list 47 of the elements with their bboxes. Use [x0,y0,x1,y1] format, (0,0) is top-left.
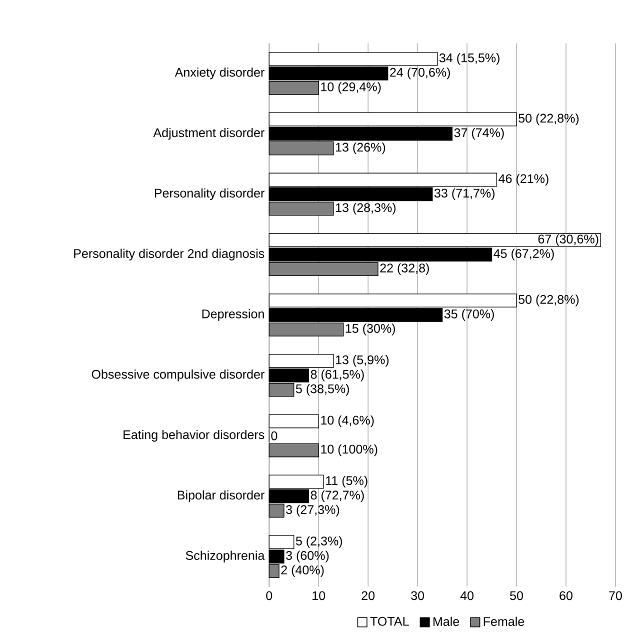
x-tick-label: 50 [510,591,524,600]
y-tick-label: Anxiety disorder [175,68,265,80]
y-tick-label: Personality disorder 2nd diagnosis [74,248,264,260]
data-label: 2 (40%) [281,565,324,577]
data-label: 11 (5%) [326,476,368,488]
y-tick-label: Obsessive compulsive disorder [92,370,265,382]
y-tick-label: Schizophrenia [186,550,265,562]
data-label: 33 (71,7%) [434,188,495,200]
data-label: 8 (61,5%) [311,370,364,382]
data-label: 10 (29,4%) [321,82,381,94]
data-label: 22 (32,8) [380,263,430,275]
data-label: 67 (30,6%) [538,234,598,246]
data-label: 13 (5,9%) [336,355,389,367]
legend-label: TOTAL [370,616,410,626]
data-label: 46 (21%) [498,174,549,186]
data-label: 35 (70%) [444,309,494,321]
data-label: 0 [271,431,278,440]
y-tick-label: Adjustment disorder [153,128,265,140]
x-tick-label: 30 [411,591,424,600]
data-label: 3 (27,3%) [286,504,340,516]
data-label: 13 (28,3%) [336,202,396,215]
data-label: 15 (30%) [346,324,396,336]
data-label: 10 (4,6%) [321,415,374,428]
y-tick-label: Depression [202,309,264,321]
x-tick-label: 20 [362,591,375,600]
y-tick-label: Bipolar disorder [178,490,265,502]
data-label: 5 (2,3%) [296,536,342,548]
data-label: 10 (100%) [321,444,378,456]
x-tick-label: 70 [609,591,622,600]
x-tick-label: 10 [312,591,326,600]
legend-label: Male [434,616,460,626]
data-label: 34 (15,5%) [440,53,500,65]
data-label: 50 (22,8%) [518,294,579,306]
y-tick-label: Personality disorder [155,188,265,200]
x-tick-label: 0 [266,591,272,600]
data-label: 13 (26%) [336,142,386,154]
data-label: 3 (60%) [286,550,329,562]
x-tick-label: 40 [460,591,474,600]
y-tick-label: Eating behavior disorders [124,430,264,442]
data-label: 45 (67,2%) [494,248,554,260]
legend-label: Female [484,616,524,626]
x-tick-label: 60 [560,591,573,600]
data-label: 50 (22,8%) [518,113,579,126]
data-label: 8 (72,7%) [311,490,364,502]
data-label: 24 (70,6%) [390,68,450,80]
data-label: 5 (38,5%) [296,384,350,396]
data-label: 37 (74%) [454,128,504,140]
